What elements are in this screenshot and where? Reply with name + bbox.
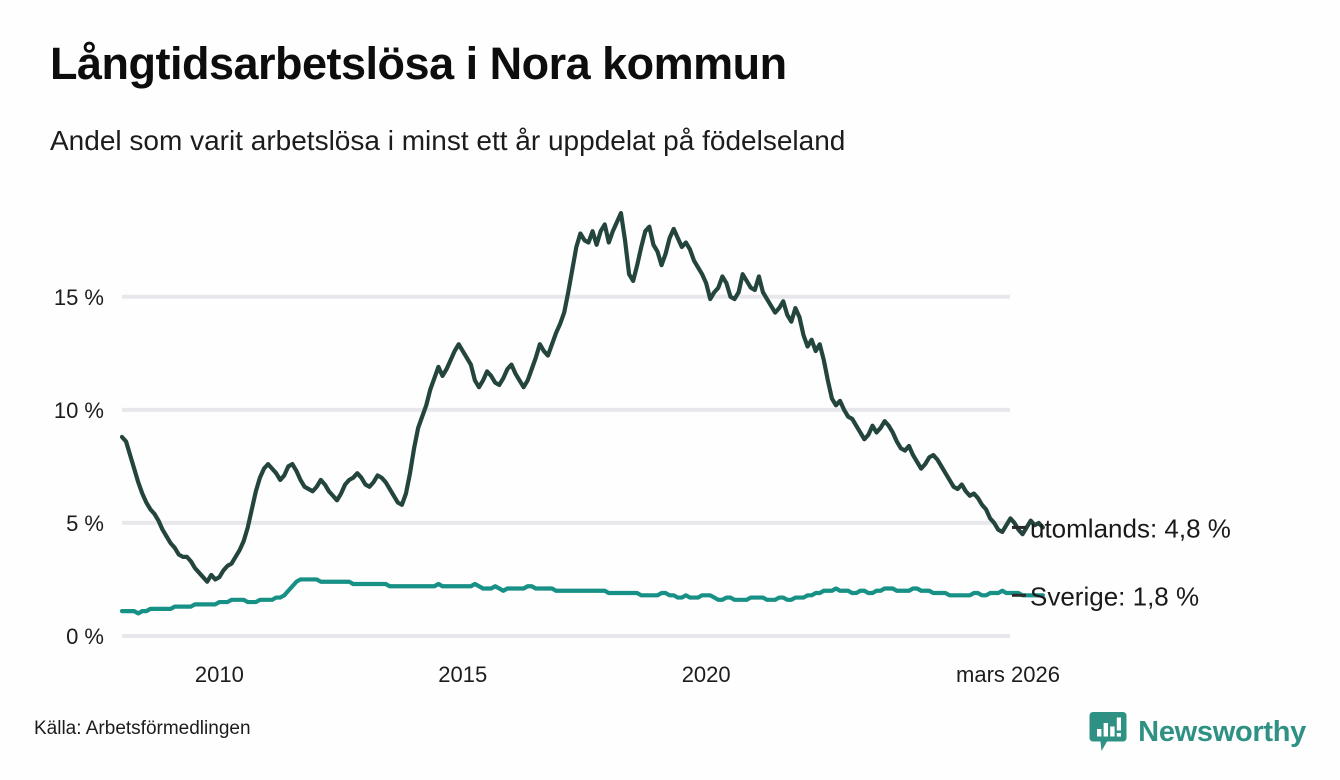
y-tick-label: 5 % (66, 511, 104, 536)
x-tick-label: 2015 (438, 662, 487, 687)
x-tick-label: 2020 (682, 662, 731, 687)
x-tick-label: mars 2026 (956, 662, 1060, 687)
series-label-sverige: Sverige: 1,8 % (1030, 581, 1199, 611)
series-line-sverige (119, 577, 1045, 616)
gridlines (122, 294, 1010, 638)
x-tick-label: 2010 (195, 662, 244, 687)
newsworthy-logo-icon (1089, 712, 1127, 751)
y-tick-label: 15 % (54, 285, 104, 310)
series-line-utomlands (119, 210, 1045, 584)
y-axis-tick-labels: 0 % 5 % 10 % 15 % (54, 285, 104, 649)
page-subtitle: Andel som varit arbetslösa i minst ett å… (50, 125, 846, 156)
series-label-utomlands: utomlands: 4,8 % (1030, 513, 1231, 543)
brand-name: Newsworthy (1138, 715, 1306, 748)
brand-logo[interactable]: Newsworthy (1089, 710, 1306, 754)
source-note: Källa: Arbetsförmedlingen (34, 718, 251, 739)
x-axis-tick-labels: 2010 2015 2020 mars 2026 (195, 662, 1060, 687)
series-lines (119, 210, 1045, 616)
y-tick-label: 0 % (66, 624, 104, 649)
series-labels: utomlands: 4,8 % Sverige: 1,8 % (1012, 513, 1231, 611)
page-title: Långtidsarbetslösa i Nora kommun (50, 38, 787, 89)
y-tick-label: 10 % (54, 398, 104, 423)
